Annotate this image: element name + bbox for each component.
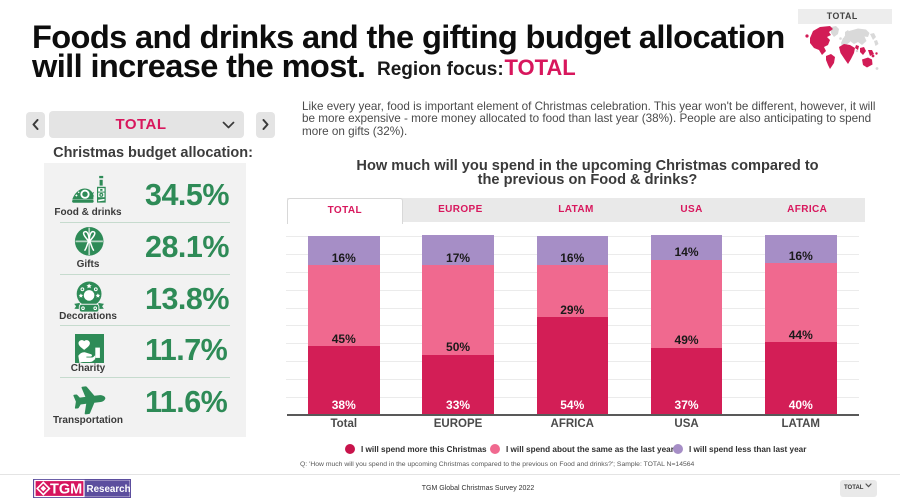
svg-text:TGM: TGM [50,482,82,498]
svg-text:Research: Research [87,484,131,495]
